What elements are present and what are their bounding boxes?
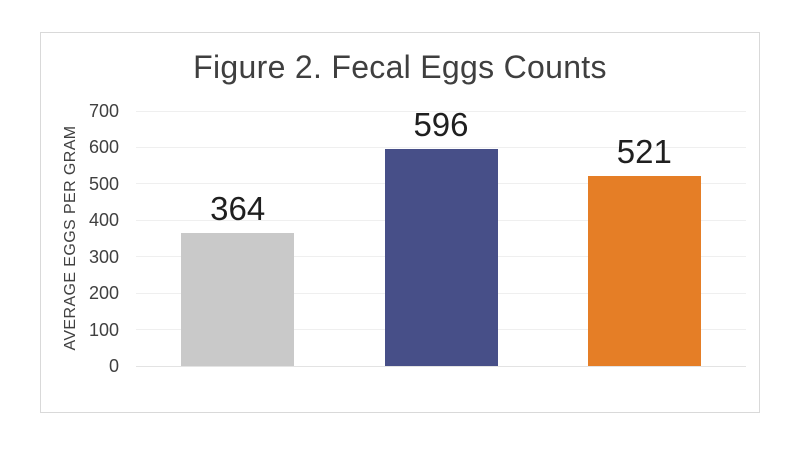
bar-1 — [181, 233, 295, 366]
bar-value-label: 364 — [210, 190, 266, 228]
y-axis-tick-label: 600 — [88, 137, 119, 158]
gridline — [136, 146, 746, 148]
y-axis-tick-labels: 0 100 200 300 400 500 600 700 — [41, 101, 119, 376]
bar-value-label: 596 — [413, 105, 469, 143]
bar-2 — [384, 148, 498, 366]
y-axis-tick-label: 200 — [88, 283, 119, 304]
y-axis-tick-label: 400 — [88, 210, 119, 231]
y-axis-tick-label: 0 — [108, 356, 119, 376]
plot-area: 364 596 521 — [136, 106, 746, 367]
chart-frame: Figure 2. Fecal Eggs Counts AVERAGE EGGS… — [40, 32, 760, 413]
y-axis-tick-label: 500 — [88, 173, 119, 194]
gridline — [136, 110, 746, 112]
y-axis-tick-label: 300 — [88, 246, 119, 267]
chart-title: Figure 2. Fecal Eggs Counts — [193, 49, 607, 85]
bar-value-label: 521 — [616, 132, 672, 170]
y-axis-tick-label: 100 — [88, 319, 119, 340]
y-axis-tick-label: 700 — [88, 101, 119, 121]
x-axis-line — [136, 365, 746, 367]
bar-3 — [587, 176, 701, 366]
